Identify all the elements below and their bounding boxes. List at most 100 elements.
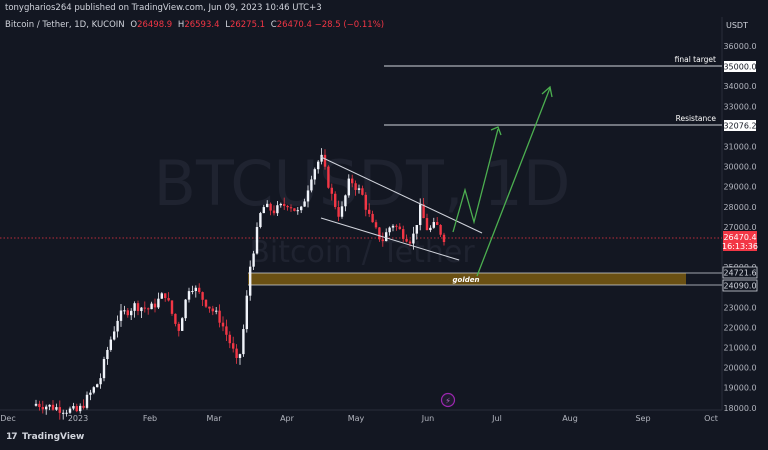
golden-zone[interactable] [248, 273, 686, 285]
candle-body [211, 308, 214, 312]
candle-body [136, 303, 140, 312]
watermark-ticker: BTCUSDT, 1D [153, 147, 570, 220]
price-tick-label: 31000.0 [723, 143, 756, 152]
high-key: H [177, 20, 185, 30]
candle-body [153, 303, 157, 308]
candle-body [45, 406, 48, 410]
candle-body [340, 206, 344, 217]
candle-body [194, 287, 197, 292]
candle-body [415, 225, 418, 234]
candle-body [412, 233, 415, 244]
price-tick-label: 22000.0 [723, 323, 756, 332]
candle-body [317, 161, 320, 170]
price-tick-label: 33000.0 [723, 102, 756, 111]
projection-path-long[interactable] [476, 87, 551, 277]
candle-body [429, 227, 432, 231]
candle-body [357, 188, 361, 190]
currency-label: USDT [726, 21, 748, 30]
price-tick-label: 36000.0 [723, 42, 756, 51]
price-tick-label: 27000.0 [723, 223, 756, 232]
price-tick-label: 20000.0 [723, 364, 756, 373]
watermark-name: Bitcoin / Tether [249, 235, 475, 270]
candle-body [133, 303, 136, 311]
candle-body [439, 224, 442, 235]
time-axis[interactable]: Dec 2023 Feb Mar Apr May Jun Jul Aug Sep Oct [0, 414, 718, 423]
time-tick-label: 2023 [68, 414, 88, 423]
arrowhead-resistance-icon [490, 126, 502, 136]
candle-body [68, 408, 72, 413]
candle-body [364, 194, 367, 210]
candle-body [262, 207, 265, 214]
candle-body [351, 178, 354, 184]
candle-body [245, 295, 248, 330]
price-tick-label: 28000.0 [723, 203, 756, 212]
candle-body [225, 326, 228, 335]
candle-body [289, 207, 293, 209]
resistance-price: 32076.2 [723, 122, 756, 131]
tradingview-logo[interactable]: 17 TradingView [6, 432, 84, 442]
candle-body [269, 203, 272, 211]
candle-body [96, 384, 99, 388]
candle-body [62, 412, 65, 414]
final-target-price: 35000.0 [723, 63, 756, 72]
wedge-lower-line[interactable] [320, 217, 460, 261]
candle-body [119, 310, 123, 321]
candle-body [140, 307, 143, 312]
candle-body [89, 392, 92, 395]
candle-body [303, 201, 306, 207]
symbol-legend: Bitcoin / Tether, 1D, KUCOIN O26498.9 H2… [5, 20, 384, 30]
candle-body [327, 166, 330, 188]
wedge-upper-line[interactable] [320, 156, 483, 234]
candle-body [75, 406, 78, 412]
candle-body [164, 293, 167, 299]
candle-body [354, 183, 357, 190]
candle-body [38, 403, 41, 408]
time-tick-label: Jul [491, 414, 502, 423]
projection-path-short[interactable] [452, 128, 499, 233]
candlestick-series[interactable] [34, 148, 446, 420]
candle-body [252, 253, 255, 267]
price-tick-label: 34000.0 [723, 82, 756, 91]
candle-body [300, 206, 303, 211]
candle-body [232, 343, 235, 349]
candle-body [235, 348, 238, 358]
candle-body [215, 310, 218, 312]
arrowhead-target-icon [541, 85, 553, 98]
resistance-price-tag [724, 120, 756, 131]
open-value: 26498.9 [137, 20, 173, 30]
candle-body [310, 179, 313, 191]
candle-body [92, 387, 95, 393]
candle-body [276, 205, 279, 214]
zone-top-price-tag [722, 266, 758, 279]
candle-body [147, 308, 150, 310]
candle-body [408, 241, 412, 244]
candle-body [296, 210, 299, 212]
candle-body [130, 310, 133, 316]
candle-body [283, 203, 286, 206]
low-key: L [225, 20, 230, 30]
current-price: 26470.4 [723, 233, 756, 242]
price-axis[interactable]: 36000.035000.034000.033000.032000.031000… [723, 42, 756, 413]
candle-body [395, 225, 398, 227]
symbol-name[interactable]: Bitcoin / Tether, 1D, KUCOIN [5, 20, 125, 30]
candle-body [313, 169, 316, 180]
candle-body [442, 234, 446, 243]
candle-body [436, 222, 439, 225]
candle-body [48, 404, 51, 407]
golden-zone-label: golden [453, 276, 480, 284]
candle-body [259, 213, 262, 227]
close-key: C [270, 20, 277, 30]
candle-body [126, 310, 129, 316]
event-marker-icon[interactable] [440, 392, 456, 408]
candle-body [249, 266, 252, 296]
candle-body [116, 320, 119, 332]
candle-body [208, 306, 211, 309]
time-tick-label: Jun [421, 414, 435, 423]
change-value: −28.5 (−0.11%) [314, 20, 385, 30]
candle-body [266, 203, 269, 208]
candle-body [204, 299, 208, 307]
candle-body [405, 238, 408, 242]
candle-body [184, 299, 187, 319]
zone-top-price: 24721.6 [723, 269, 756, 278]
